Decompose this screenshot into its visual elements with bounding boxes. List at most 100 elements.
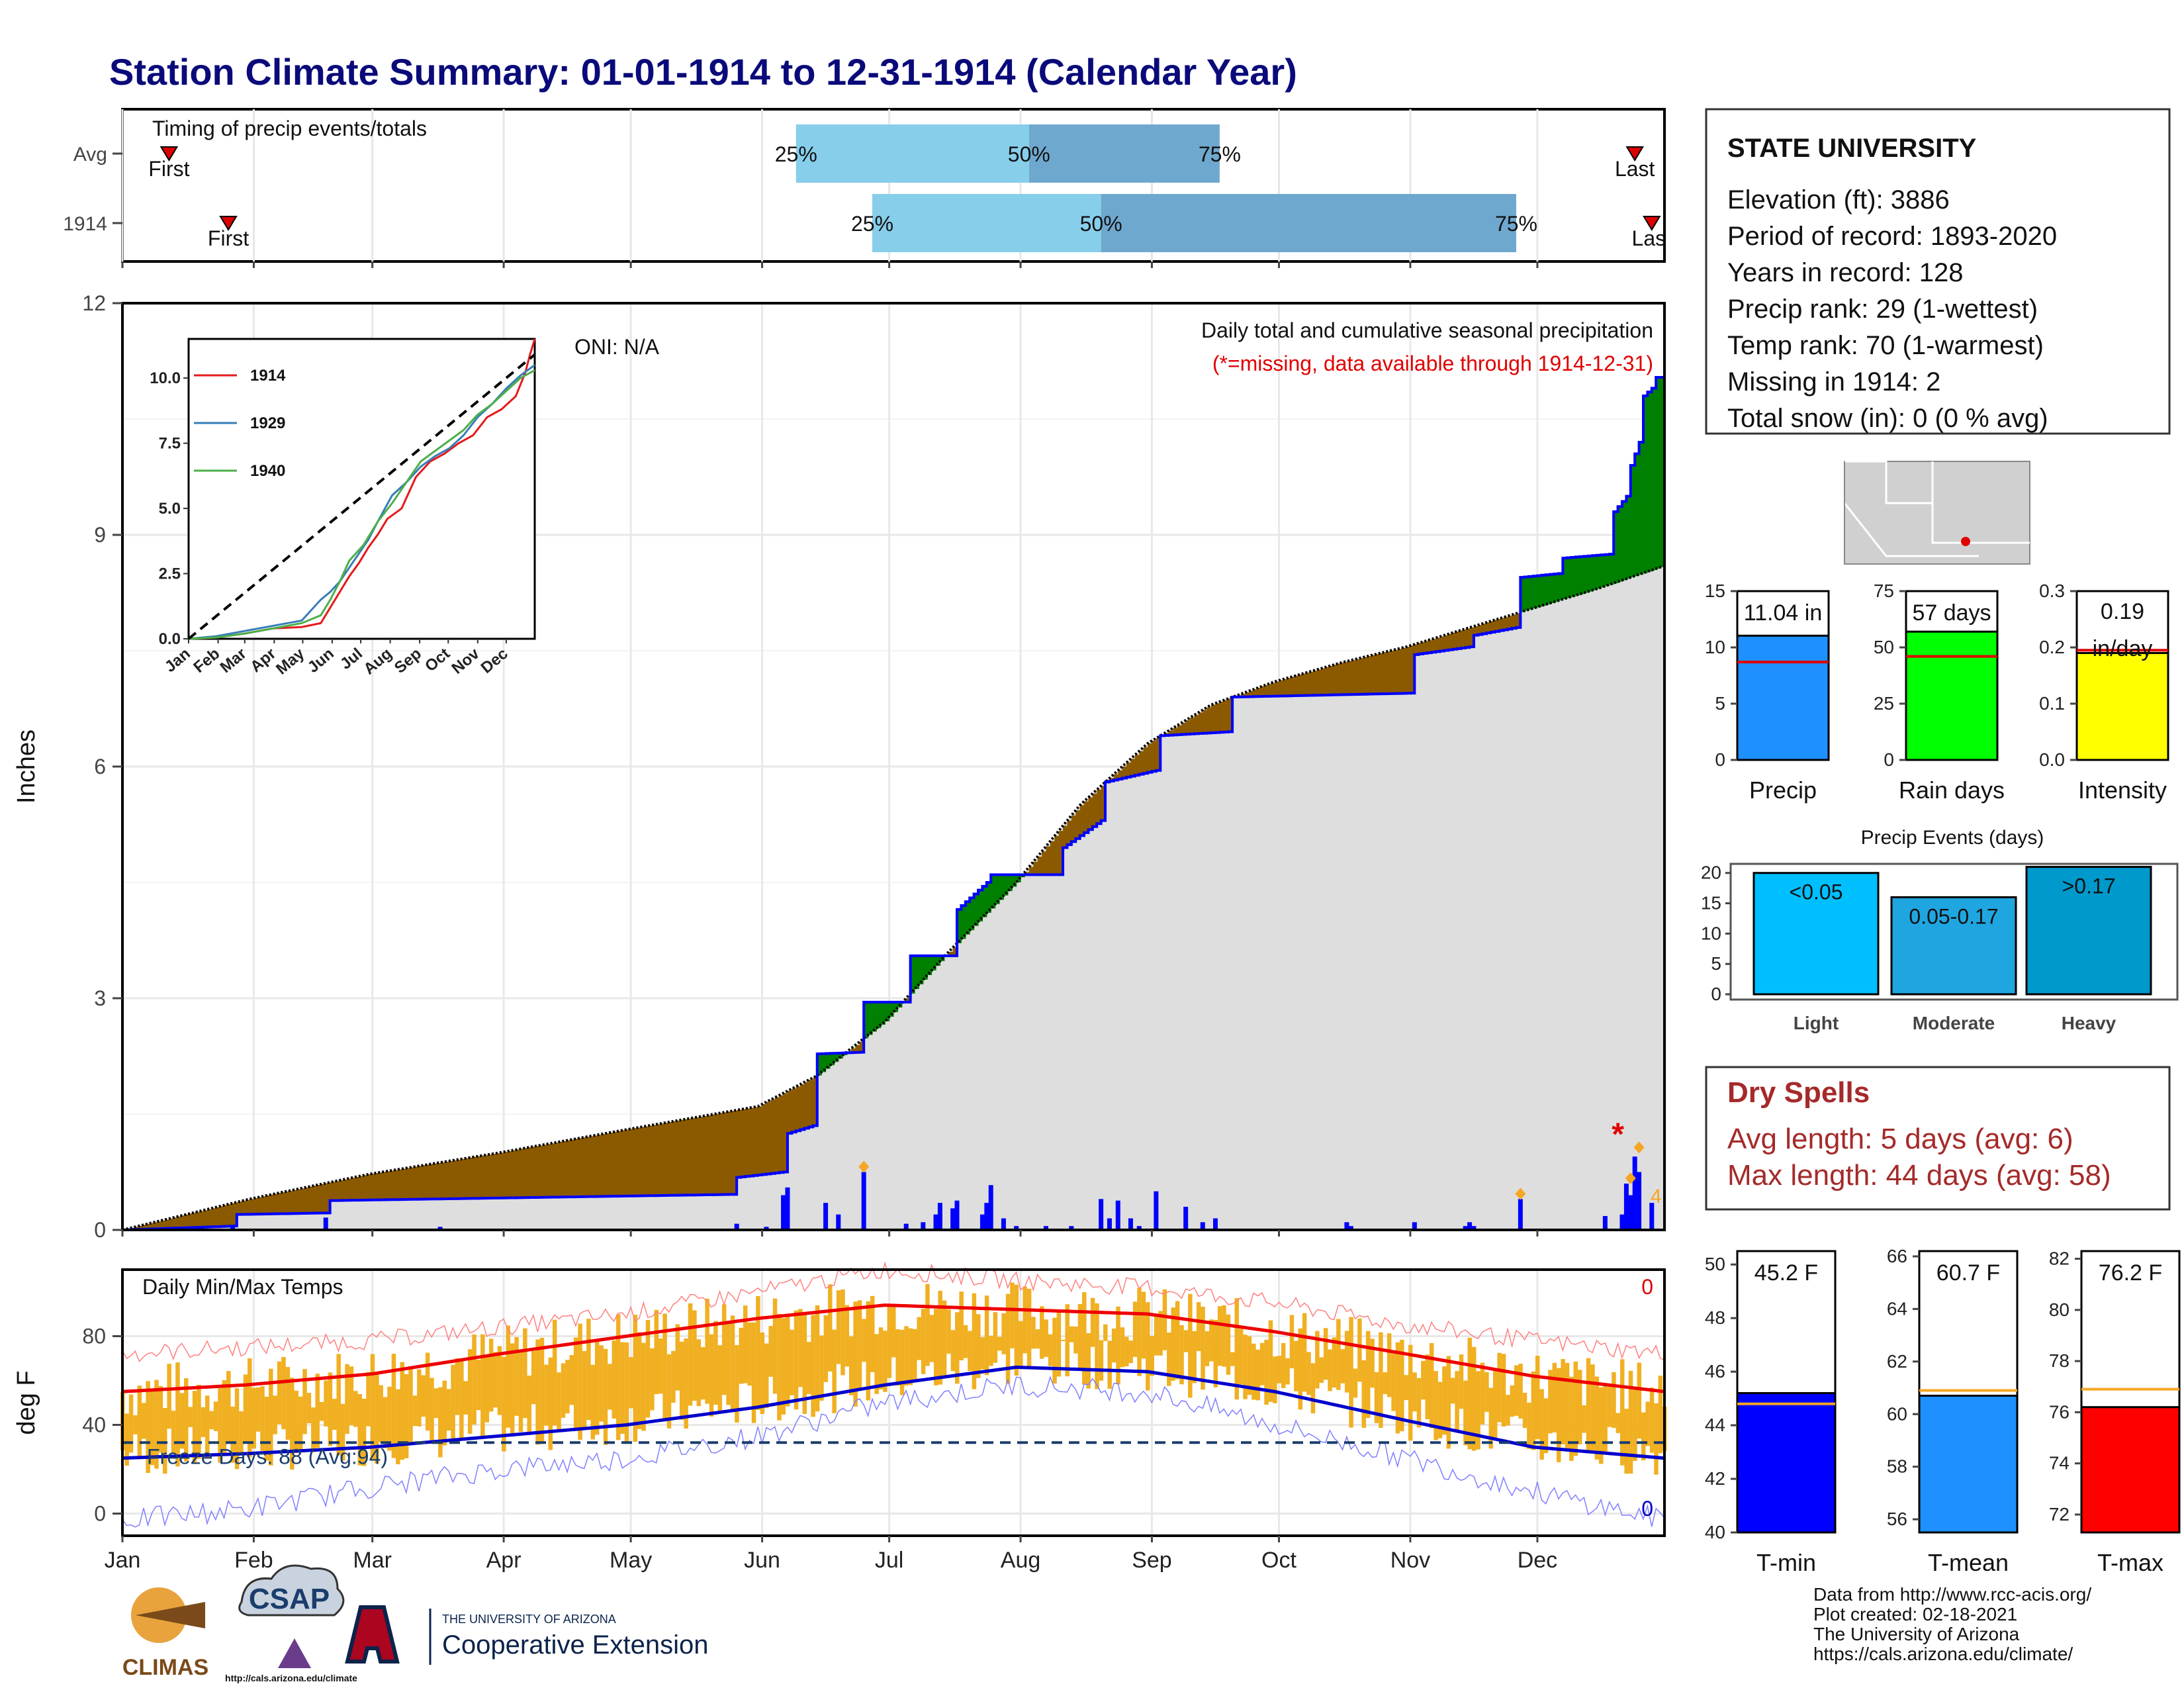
daily-temp-bar [400,1362,404,1460]
daily-temp-bar [391,1354,396,1458]
daily-temp-bar [1298,1328,1303,1410]
daily-temp-bar [1107,1340,1112,1389]
station-info-line: Precip rank: 29 (1-wettest) [1727,295,2038,324]
deficit-area [393,1170,398,1200]
deficit-area [398,1169,403,1200]
daily-temp-bar [1306,1352,1311,1395]
deficit-area [1376,654,1381,694]
timing-bar-50-75 [1101,194,1516,252]
daily-temp-bar [1230,1352,1235,1366]
daily-temp-bar [1416,1378,1422,1428]
daily-temp-bar [836,1290,841,1364]
main-subtitle: Daily total and cumulative seasonal prec… [1201,318,1653,342]
climas-logo-mark-icon [136,1602,205,1628]
deficit-area [296,1189,301,1214]
daily-temp-bar [790,1329,794,1395]
stat-ytick-label: 48 [1705,1307,1725,1328]
daily-temp-bar [968,1331,972,1371]
deficit-area [808,1080,813,1127]
daily-precip-bar [1043,1226,1048,1230]
deficit-area [351,1178,356,1201]
deficit-area [313,1186,318,1213]
temp-ylabel: deg F [13,1370,40,1434]
daily-temp-bar [205,1395,210,1458]
daily-temp-bar [1450,1378,1455,1404]
deficit-area [1312,671,1318,696]
deficit-area [952,947,958,956]
surplus-area [1609,554,1614,585]
deficit-area [1097,790,1102,824]
csap-mountain-icon [278,1638,311,1668]
deficit-area [559,1142,564,1197]
deficit-area [173,1217,178,1229]
timing-last-label: Last [1615,157,1655,181]
deficit-area [1215,703,1220,733]
daily-temp-bar [1539,1389,1544,1460]
daily-temp-bar [1573,1361,1578,1456]
deficit-area [813,1078,818,1126]
deficit-area [144,1225,149,1229]
main-ytick-label: 6 [94,755,106,778]
temp-ytick-label: 40 [82,1413,106,1437]
deficit-area [250,1199,255,1215]
daily-precip-bar [1014,1226,1019,1230]
deficit-area [1317,669,1322,696]
stat-bar-precip [1736,634,1830,761]
stat-ytick-label: 46 [1705,1361,1725,1382]
stat-bar-intensity [2075,652,2169,761]
month-label: Nov [1390,1548,1430,1573]
daily-temp-bar [552,1319,557,1426]
daily-temp-bar [1586,1358,1591,1452]
surplus-area [995,874,1000,904]
deficit-area [1046,846,1051,875]
timing-last-marker [1643,216,1661,231]
daily-temp-bar [1044,1319,1048,1357]
daily-temp-bar [688,1303,693,1406]
stat-ytick-label: 60 [1887,1403,1907,1424]
daily-temp-bar [921,1309,926,1374]
stat-bar-t-mean [1918,1394,2019,1534]
timing-row-label: 1914 [63,213,107,235]
deficit-area [257,1197,263,1215]
daily-temp-bar [1226,1314,1231,1375]
deficit-area [228,1204,234,1227]
surplus-area [915,955,920,989]
daily-temp-bar [802,1314,807,1415]
daily-temp-bar [1615,1413,1621,1433]
surplus-area [1617,506,1623,582]
stat-ytick-label: 0.1 [2039,693,2065,714]
normal-max-line [122,1303,1665,1393]
daily-temp-bar [721,1304,727,1395]
daily-temp-bar [1446,1356,1451,1449]
deficit-area [749,1107,754,1176]
inset-ytick-label: 2.5 [159,565,181,583]
deficit-area [1261,686,1267,697]
deficit-area [592,1135,598,1197]
deficit-area [326,1183,331,1213]
daily-temp-bar [1310,1363,1316,1414]
deficit-area [359,1176,365,1200]
surplus-area [1579,556,1584,594]
stat-ytick-label: 0 [1715,749,1725,770]
daily-precip-bar [1183,1207,1189,1230]
deficit-area [737,1109,742,1178]
surplus-area [829,1053,835,1066]
deficit-area [770,1100,776,1174]
deficit-area [292,1190,297,1214]
daily-temp-bar [332,1399,337,1430]
deficit-area [1478,625,1483,635]
deficit-area [1465,628,1471,648]
daily-temp-bar [1120,1327,1125,1368]
deficit-area [1469,628,1475,647]
heavy-event-marker [1515,1188,1526,1200]
daily-temp-bar [128,1394,134,1453]
daily-temp-bar [1594,1376,1600,1460]
deficit-area [300,1188,305,1213]
stat-category-label: T-min [1756,1549,1816,1576]
daily-temp-bar [361,1398,367,1466]
deficit-area [715,1113,721,1195]
surplus-area [991,874,996,909]
daily-temp-bar [1421,1360,1426,1400]
daily-temp-bar [1005,1293,1011,1384]
surplus-area [872,1002,877,1032]
